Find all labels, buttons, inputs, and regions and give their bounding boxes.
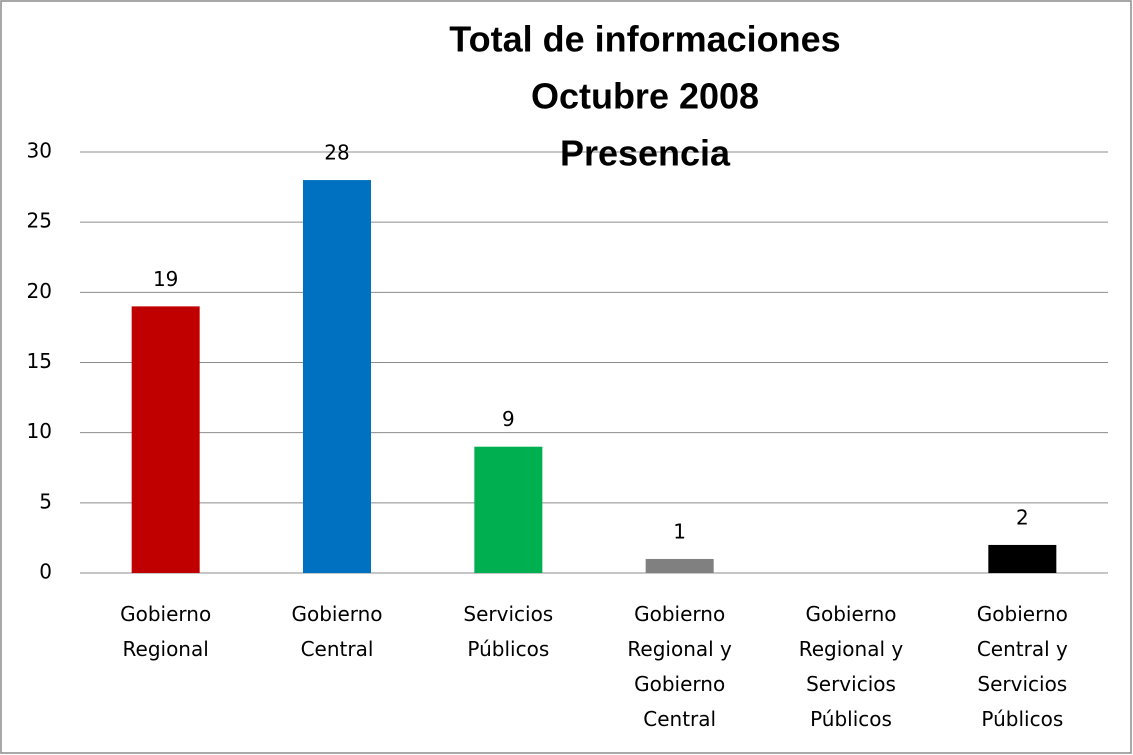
x-tick-label: Gobierno Regional bbox=[120, 602, 211, 661]
y-tick-label: 0 bbox=[39, 560, 52, 584]
bar bbox=[474, 446, 543, 573]
x-tick-label: Gobierno Central y Servicios Públicos bbox=[977, 602, 1068, 731]
y-tick-label: 25 bbox=[27, 209, 52, 233]
chart-title: Total de informaciones bbox=[449, 19, 840, 60]
x-tick-label: Gobierno Regional y Gobierno Central bbox=[627, 602, 732, 731]
data-label: 1 bbox=[673, 519, 686, 543]
data-label: 19 bbox=[153, 267, 178, 291]
y-tick-label: 5 bbox=[39, 489, 52, 513]
x-tick-label: Gobierno Central bbox=[291, 602, 382, 661]
bar bbox=[645, 558, 714, 573]
y-tick-label: 15 bbox=[27, 349, 52, 373]
bar bbox=[131, 306, 200, 573]
y-tick-label: 10 bbox=[27, 419, 52, 443]
x-tick-label: Servicios Públicos bbox=[463, 602, 553, 661]
data-label: 9 bbox=[502, 407, 515, 431]
data-label: 2 bbox=[1016, 505, 1029, 529]
data-label: 28 bbox=[324, 141, 349, 165]
y-tick-label: 20 bbox=[27, 279, 52, 303]
bar bbox=[303, 180, 371, 574]
chart-title: Octubre 2008 bbox=[531, 76, 759, 117]
chart-title: Presencia bbox=[560, 133, 731, 174]
x-tick-label: Gobierno Regional y Servicios Públicos bbox=[799, 602, 904, 731]
y-tick-label: 30 bbox=[27, 139, 52, 163]
bar bbox=[988, 544, 1057, 573]
